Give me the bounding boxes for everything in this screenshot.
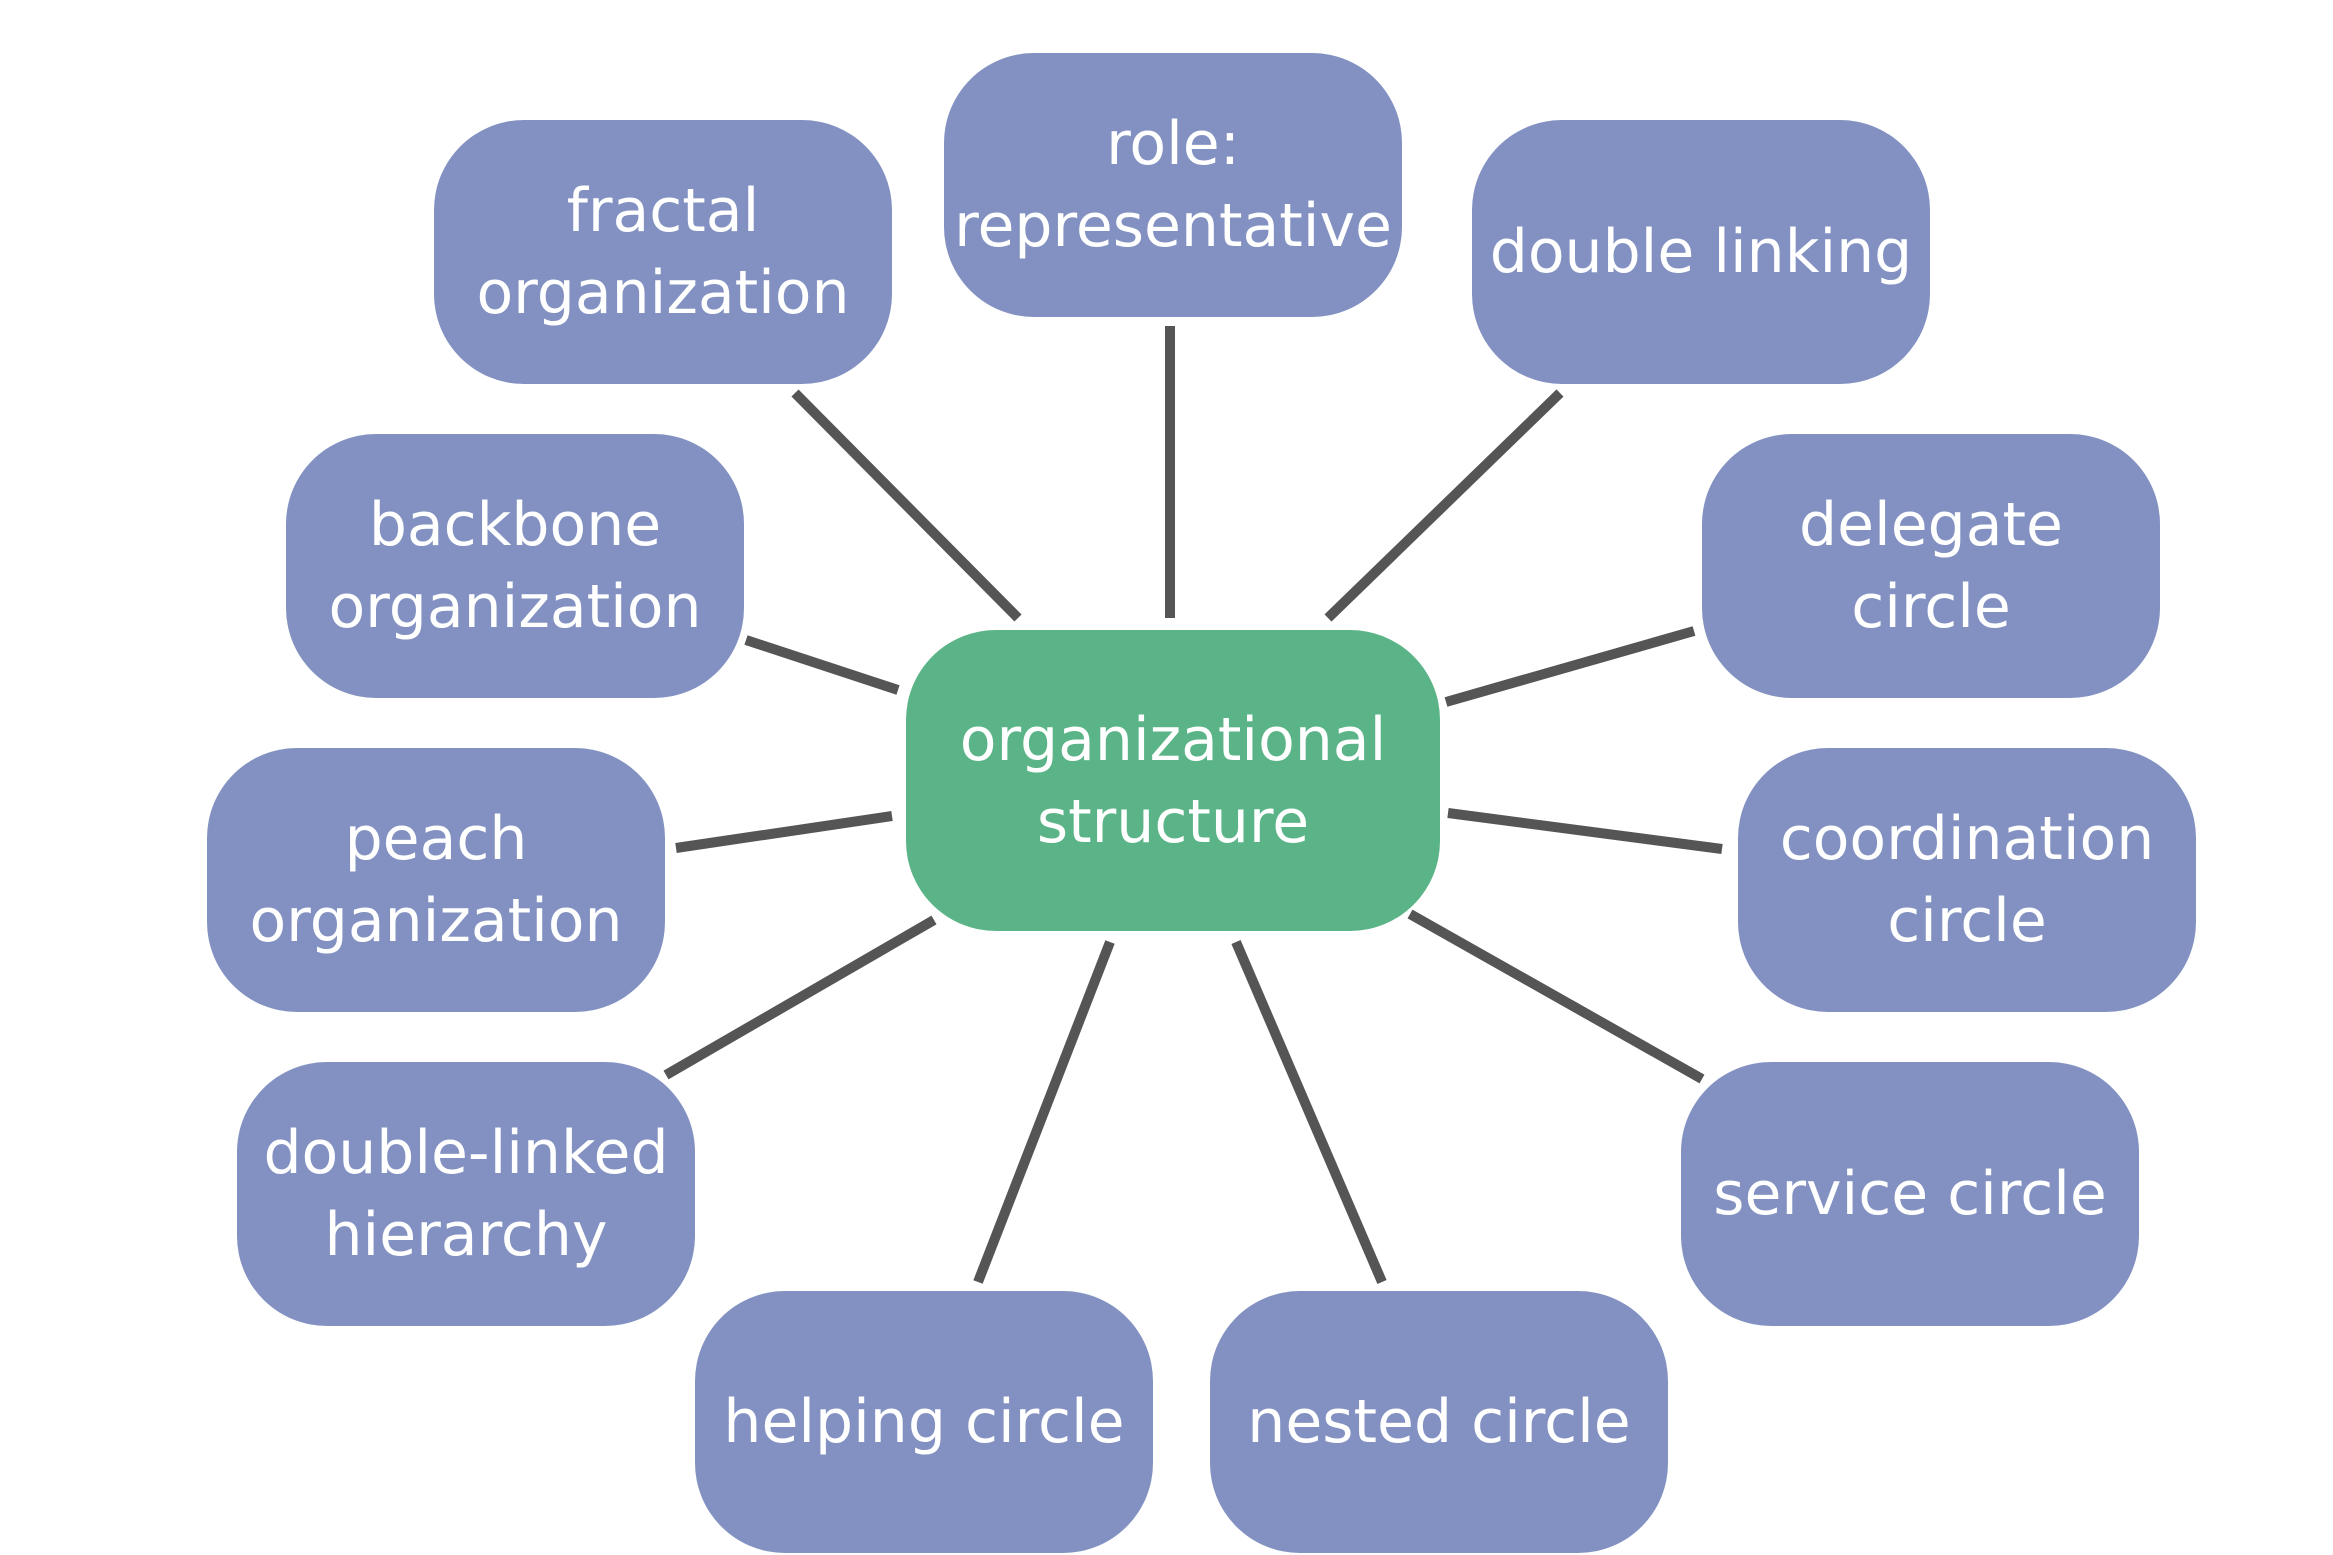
node-label: helping circle: [723, 1387, 1125, 1457]
node-label: double linking: [1489, 217, 1913, 287]
center-node-label: organizational structure: [959, 704, 1387, 857]
connector-line-nested-circle: [1231, 940, 1387, 1284]
node-label: fractal organization: [476, 176, 850, 328]
node-double-linked-hierarchy: double-linked hierarchy: [237, 1062, 695, 1326]
node-label: role: representative: [954, 109, 1392, 261]
node-double-linking: double linking: [1472, 120, 1930, 384]
connector-line-double-linked-hierarchy: [663, 915, 937, 1080]
node-label: backbone organization: [328, 490, 702, 642]
connector-line-double-linking: [1324, 389, 1564, 622]
node-delegate-circle: delegate circle: [1702, 434, 2160, 698]
connector-line-coordination-circle: [1447, 808, 1723, 854]
center-node-organizational-structure: organizational structure: [906, 630, 1440, 931]
node-label: peach organization: [249, 804, 623, 956]
node-nested-circle: nested circle: [1210, 1291, 1668, 1553]
connector-line-peach-organization: [675, 811, 893, 853]
node-fractal-organization: fractal organization: [434, 120, 892, 384]
node-label: coordination circle: [1779, 804, 2155, 956]
node-backbone-organization: backbone organization: [286, 434, 744, 698]
connector-line-delegate-circle: [1444, 626, 1696, 707]
connector-line-helping-circle: [973, 940, 1115, 1284]
node-helping-circle: helping circle: [695, 1291, 1153, 1553]
connector-line-fractal-organization: [791, 389, 1022, 622]
node-label: delegate circle: [1799, 490, 2063, 642]
node-service-circle: service circle: [1681, 1062, 2139, 1326]
node-label: service circle: [1713, 1159, 2107, 1229]
node-coordination-circle: coordination circle: [1738, 748, 2196, 1012]
node-label: nested circle: [1247, 1387, 1631, 1457]
node-peach-organization: peach organization: [207, 748, 665, 1012]
connector-line-service-circle: [1407, 909, 1705, 1084]
node-label: double-linked hierarchy: [263, 1118, 669, 1270]
connector-line-backbone-organization: [744, 635, 900, 695]
node-role-representative: role: representative: [944, 53, 1402, 317]
